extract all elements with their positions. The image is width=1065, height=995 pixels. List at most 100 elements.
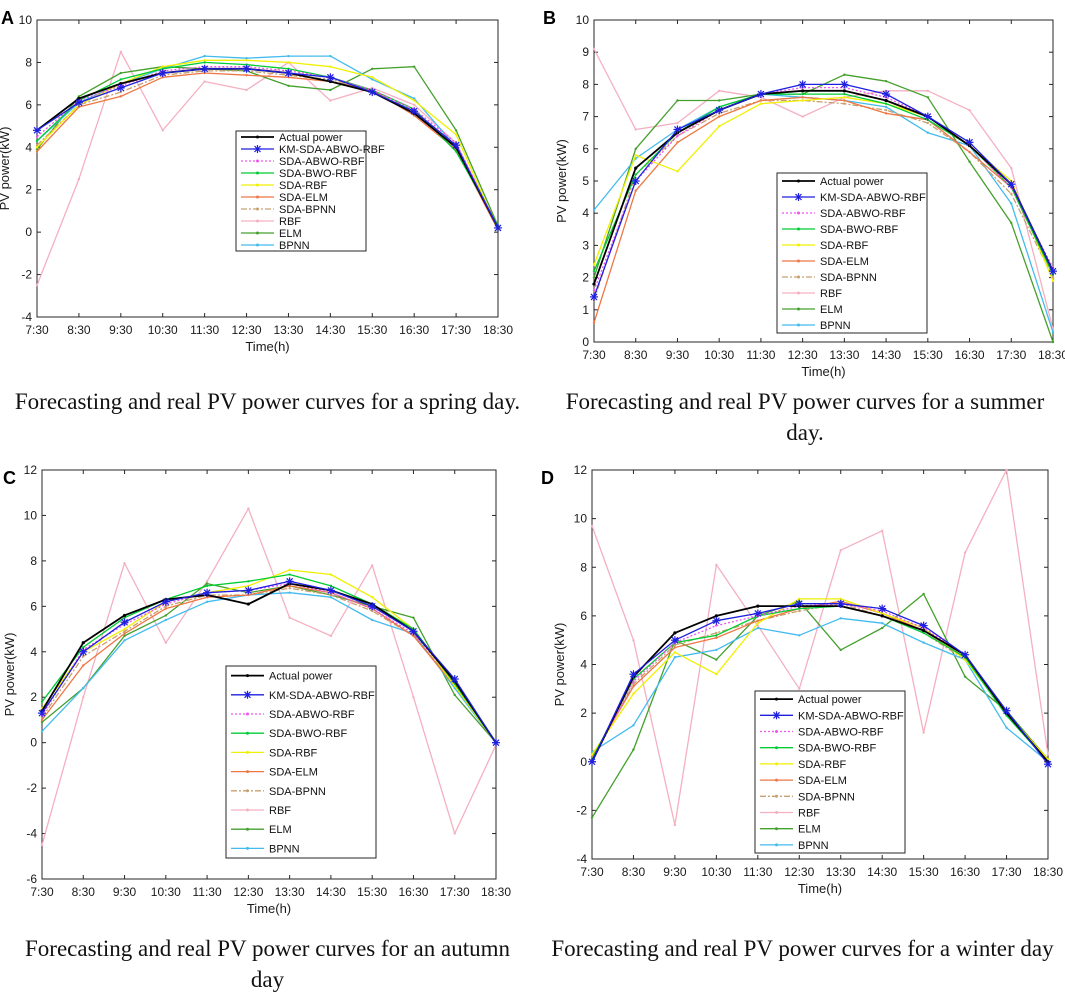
x-tick-label: 8:30 (622, 865, 646, 879)
legend: Actual power KM-SDA-ABWO-RBF SDA-ABWO-RBF S… (754, 690, 906, 854)
data-point (592, 321, 596, 324)
x-tick-label: 9:30 (113, 885, 137, 899)
legend-label: KM-SDA-ABWO-RBF (279, 144, 385, 156)
data-point (412, 103, 416, 107)
data-point (884, 98, 888, 103)
data-point (968, 108, 971, 112)
y-tick-label: 7 (582, 110, 589, 124)
marker-stroke (368, 602, 376, 610)
series-line-sda-elm (36, 72, 499, 231)
y-tick-label: 2 (30, 690, 37, 704)
x-tick-label: 15:30 (357, 885, 387, 899)
y-tick-label: 2 (580, 706, 587, 720)
marker-stroke (162, 598, 170, 606)
legend-label: BPNN (279, 240, 310, 252)
data-point (119, 95, 123, 98)
x-tick-label: 17:30 (441, 323, 471, 337)
data-point (926, 96, 930, 99)
marker-stroke (451, 675, 459, 683)
y-tick-label: 3 (582, 238, 589, 252)
data-point (412, 65, 416, 68)
data-point (1007, 180, 1016, 189)
marker-stroke (590, 293, 598, 301)
chart-d: D -4 -2 0 2 4 6 8 10 12 7:30 8:30 9:30 10:30 11:30 12:3… (541, 463, 1063, 896)
legend-label: KM-SDA-ABWO-RBF (269, 690, 375, 702)
legend-label: SDA-ABWO-RBF (279, 156, 365, 168)
data-point (161, 65, 164, 68)
y-tick-label: 8 (30, 554, 37, 568)
data-point (756, 626, 760, 630)
y-tick-label: 10 (574, 512, 588, 526)
data-point (965, 138, 974, 147)
data-point (122, 613, 127, 618)
legend-marker (775, 794, 778, 798)
data-point (963, 551, 967, 554)
x-tick-label: 10:30 (704, 348, 734, 362)
data-point (756, 621, 760, 625)
marker-stroke (494, 224, 502, 232)
data-point (329, 99, 332, 102)
panel-letter: B (543, 8, 556, 28)
x-tick-label: 7:30 (580, 865, 604, 879)
data-point (329, 65, 332, 68)
data-point (40, 718, 44, 722)
data-point (798, 80, 807, 89)
marker-stroke (630, 670, 637, 678)
x-tick-label: 16:30 (399, 323, 429, 337)
legend-marker (797, 323, 800, 327)
data-point (673, 651, 677, 654)
x-tick-label: 15:30 (357, 323, 387, 337)
data-point (40, 843, 44, 847)
legend-label: SDA-ELM (798, 775, 847, 787)
legend-marker (246, 770, 249, 774)
data-point (676, 99, 679, 102)
legend-marker (797, 211, 800, 215)
x-tick-label: 7:30 (25, 323, 49, 337)
x-tick-label: 17:30 (992, 865, 1022, 879)
legend-label: SDA-ELM (269, 767, 318, 779)
data-point (884, 102, 888, 105)
marker-stroke (38, 709, 46, 717)
data-point (676, 141, 679, 144)
marker-stroke (757, 90, 765, 98)
marker-stroke (244, 587, 252, 594)
legend-label: ELM (820, 304, 843, 316)
data-point (245, 73, 248, 77)
legend-label: ELM (798, 824, 821, 836)
legend-marker (246, 674, 249, 678)
y-tick-label: -2 (26, 781, 37, 795)
data-point (884, 79, 888, 83)
data-point (247, 507, 250, 510)
data-point (288, 573, 291, 576)
y-tick-label: 6 (25, 98, 32, 112)
data-point (922, 731, 925, 734)
data-point (35, 143, 39, 147)
y-tick-label: 12 (574, 463, 588, 477)
data-point (77, 95, 81, 98)
y-tick-label: 10 (24, 508, 38, 522)
series-line-sda-bwo-rbf (41, 573, 497, 744)
data-point (673, 631, 677, 635)
marker-stroke (327, 587, 335, 594)
data-point (33, 126, 41, 135)
data-point (632, 724, 635, 727)
data-point (843, 73, 846, 76)
data-point (756, 90, 765, 99)
series-line-rbf (591, 469, 1049, 826)
data-point (123, 630, 126, 633)
legend-box (776, 172, 928, 334)
data-point (717, 115, 721, 118)
marker-stroke (33, 126, 41, 134)
y-tick-label: 1 (582, 303, 589, 317)
x-tick-label: 15:30 (909, 865, 939, 879)
marker-stroke (201, 65, 209, 73)
data-point (753, 609, 762, 618)
series-line-elm (36, 66, 499, 227)
marker-stroke (588, 758, 596, 766)
data-point (412, 616, 415, 619)
panel-letter: D (541, 468, 554, 488)
legend-marker (775, 762, 778, 766)
marker-stroke (878, 605, 886, 613)
marker-stroke (285, 69, 292, 77)
marker-stroke (1044, 760, 1052, 768)
